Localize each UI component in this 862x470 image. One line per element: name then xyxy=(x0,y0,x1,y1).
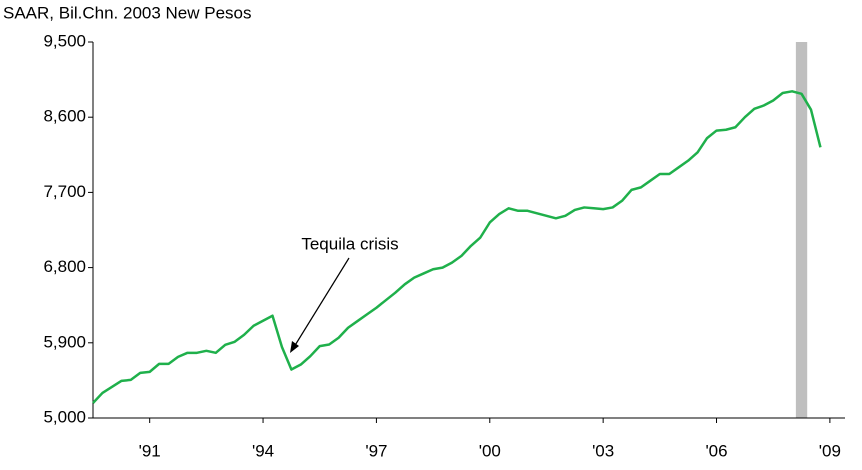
annotation-arrow xyxy=(293,257,350,348)
y-tick-label: 5,900 xyxy=(43,332,86,351)
x-tick-label: '97 xyxy=(365,441,387,460)
x-tick-label: '09 xyxy=(819,441,841,460)
y-tick-label: 7,700 xyxy=(43,182,86,201)
y-tick-label: 6,800 xyxy=(43,257,86,276)
y-tick-label: 5,000 xyxy=(43,407,86,426)
recession-shade xyxy=(795,42,808,418)
series-line xyxy=(92,90,822,404)
annotation: Tequila crisis xyxy=(301,234,398,253)
y-axis-label: SAAR, Bil.Chn. 2003 New Pesos xyxy=(3,3,252,22)
annotation-arrowhead xyxy=(290,341,299,353)
x-tick-label: '00 xyxy=(479,441,501,460)
y-tick-label: 8,600 xyxy=(43,107,86,126)
x-tick-label: '03 xyxy=(592,441,614,460)
y-tick-label: 9,500 xyxy=(43,31,86,50)
x-tick-label: '06 xyxy=(705,441,727,460)
x-tick-label: '94 xyxy=(252,441,274,460)
x-tick-label: '91 xyxy=(139,441,161,460)
